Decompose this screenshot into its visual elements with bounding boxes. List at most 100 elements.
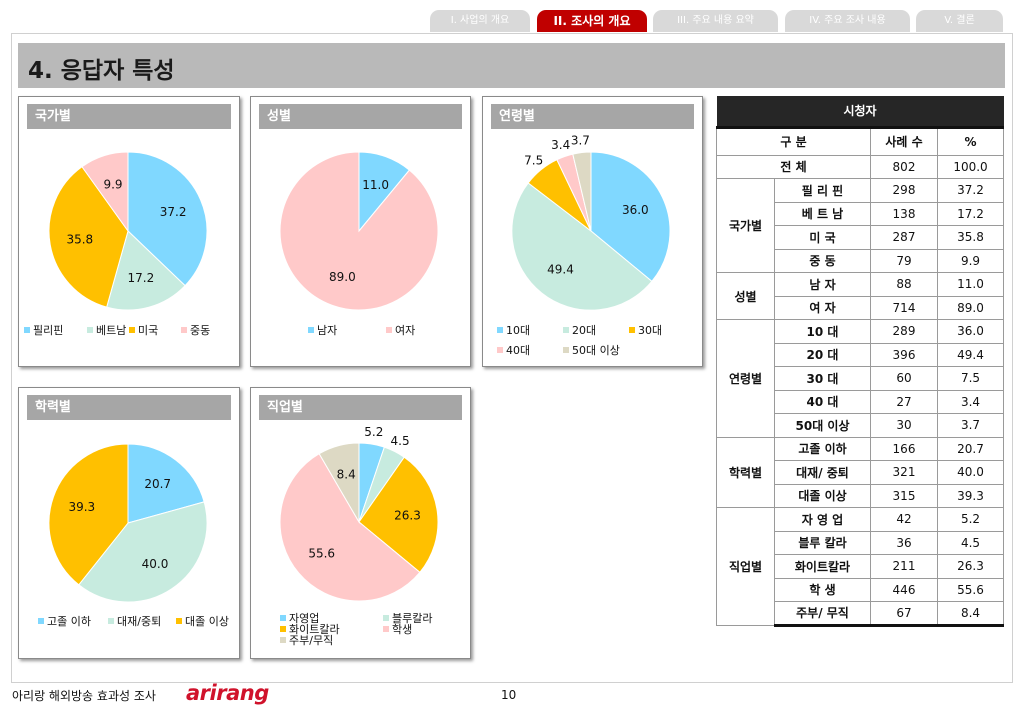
- legend-swatch: [24, 327, 30, 333]
- legend-item: 20대: [563, 325, 596, 337]
- cell-percent: 89.0: [937, 295, 1004, 320]
- table-row: 주부/ 무직 67 8.4: [717, 601, 1004, 627]
- row-label: 50대 이상: [774, 413, 871, 438]
- cell-percent: 3.7: [937, 413, 1004, 438]
- page-title: 4. 응답자 특성: [28, 58, 175, 84]
- cell-percent: 55.6: [937, 577, 1004, 602]
- legend-swatch: [497, 347, 503, 353]
- pie-chart-education: 20.7 40.0 39.3: [48, 443, 208, 603]
- page-number: 10: [501, 688, 517, 702]
- legend-swatch: [129, 327, 135, 333]
- legend-label: 베트남: [96, 324, 127, 337]
- cell-percent: 7.5: [937, 366, 1004, 391]
- legend-label: 20대: [572, 324, 597, 337]
- legend-swatch: [563, 347, 569, 353]
- data-label-2: 4.5: [391, 434, 410, 448]
- table-row: 20 대 396 49.4: [717, 342, 1004, 367]
- legend-label: 대졸 이상: [185, 615, 229, 628]
- group-label: 성별: [716, 272, 775, 320]
- legend-label: 블루칼라: [392, 612, 433, 625]
- legend-label: 대재/중퇴: [117, 615, 162, 628]
- tab-summary[interactable]: III. 주요 내용 요약: [653, 10, 778, 32]
- cell-percent: 36.0: [937, 319, 1004, 344]
- chart-panel-country: 국가별 37.2 17.2 35.8 9.9 필리핀 베트남 미국 중동: [18, 96, 240, 367]
- legend-label: 학생: [392, 623, 413, 636]
- cell-count: 287: [870, 225, 938, 250]
- pie-chart-age: 36.0 49.4 7.5 3.4 3.7: [511, 134, 671, 311]
- content-frame: [11, 33, 1013, 683]
- data-label-4: 9.9: [103, 177, 122, 191]
- cell-percent: 35.8: [937, 225, 1004, 250]
- legend-swatch: [383, 615, 389, 621]
- table-row: 대졸 이상 315 39.3: [717, 483, 1004, 508]
- row-label: 미 국: [774, 225, 871, 250]
- pie-slice-1: [127, 443, 205, 524]
- chart-panel-age: 연령별 36.0 49.4 7.5 3.4 3.7 10대 20대 30대 40대 50대 이상: [482, 96, 703, 367]
- data-label-1: 36.0: [622, 203, 649, 217]
- cell-percent: 40.0: [937, 460, 1004, 485]
- table-row: 미 국 287 35.8: [717, 225, 1004, 250]
- legend-swatch: [108, 618, 114, 624]
- table-row: 여 자 714 89.0: [717, 295, 1004, 320]
- legend-label: 40대: [506, 344, 531, 357]
- pie-slice-3: [358, 456, 439, 574]
- tab-main-findings[interactable]: IV. 주요 조사 내용: [785, 10, 910, 32]
- pie-chart-gender: 11.0 89.0: [279, 151, 439, 311]
- chart-panel-occupation: 직업별 5.2 4.5 26.3 55.6 8.4 자영업 블루칼라 화이트칼라 학생 주부/무…: [250, 387, 471, 659]
- row-label: 블루 칼라: [774, 530, 871, 555]
- table-row: 성별 남 자 88 11.0: [716, 272, 1004, 320]
- data-label-2: 89.0: [329, 270, 356, 284]
- column-header: 사례 수: [870, 125, 938, 156]
- data-label-1: 5.2: [364, 425, 383, 439]
- cell-percent: 37.2: [937, 178, 1004, 203]
- chart-title: 성별: [259, 104, 462, 129]
- page-title-bar: 4. 응답자 특성: [18, 43, 1005, 88]
- legend-swatch: [280, 626, 286, 632]
- row-label: 화이트칼라: [774, 554, 871, 579]
- table-row: 블루 칼라 36 4.5: [717, 530, 1004, 555]
- cell-count: 88: [870, 272, 938, 297]
- cell-percent: 20.7: [937, 436, 1004, 461]
- legend-item: 40대: [497, 345, 530, 357]
- cell-count: 36: [870, 530, 938, 555]
- tab-conclusion[interactable]: V. 결론: [916, 10, 1003, 32]
- table-row: 직업별 자 영 업 42 5.2: [716, 507, 1004, 626]
- legend-label: 남자: [317, 324, 338, 337]
- row-label: 20 대: [774, 342, 871, 367]
- pie-chart-occupation: 5.2 4.5 26.3 55.6 8.4: [279, 425, 439, 602]
- row-label: 필 리 핀: [774, 178, 871, 203]
- legend-label: 여자: [395, 324, 416, 337]
- column-header: 구 분: [716, 125, 871, 156]
- row-label: 대졸 이상: [774, 483, 871, 508]
- arirang-logo: arirang: [186, 681, 269, 705]
- legend-swatch: [386, 327, 392, 333]
- data-label-3: 35.8: [66, 233, 93, 247]
- tab-survey-overview[interactable]: II. 조사의 개요: [537, 10, 647, 32]
- cell-count: 298: [870, 178, 938, 203]
- data-label-2: 49.4: [547, 262, 574, 276]
- chart-panel-education: 학력별 20.7 40.0 39.3 고졸 이하 대재/중퇴 대졸 이상: [18, 387, 240, 659]
- cell-percent: 8.4: [937, 601, 1004, 627]
- group-label: 직업별: [716, 507, 775, 626]
- chart-panel-gender: 성별 11.0 89.0 남자 여자: [250, 96, 471, 367]
- cell-count: 27: [870, 389, 938, 414]
- row-label: 전 체: [716, 154, 871, 179]
- pie-slice-2: [106, 230, 186, 311]
- pie-slice-1: [590, 151, 671, 283]
- cell-count: 396: [870, 342, 938, 367]
- row-label: 10 대: [774, 319, 871, 344]
- data-label-5: 8.4: [337, 468, 356, 482]
- table-row-total: 전 체 802 100.0: [716, 154, 1004, 179]
- tab-business-overview[interactable]: I. 사업의 개요: [430, 10, 530, 32]
- cell-count: 79: [870, 248, 938, 273]
- cell-percent: 100.0: [937, 154, 1004, 179]
- table-row: 40 대 27 3.4: [717, 389, 1004, 414]
- row-label: 중 동: [774, 248, 871, 273]
- pie-slice-5: [318, 442, 360, 524]
- legend-item: 학생: [383, 624, 412, 636]
- pie-slice-3: [48, 443, 129, 586]
- legend-item: 50대 이상: [563, 345, 620, 357]
- legend-item: 화이트칼라: [280, 624, 340, 636]
- legend-item: 블루칼라: [383, 613, 432, 625]
- table-row: 50대 이상 30 3.7: [717, 413, 1004, 438]
